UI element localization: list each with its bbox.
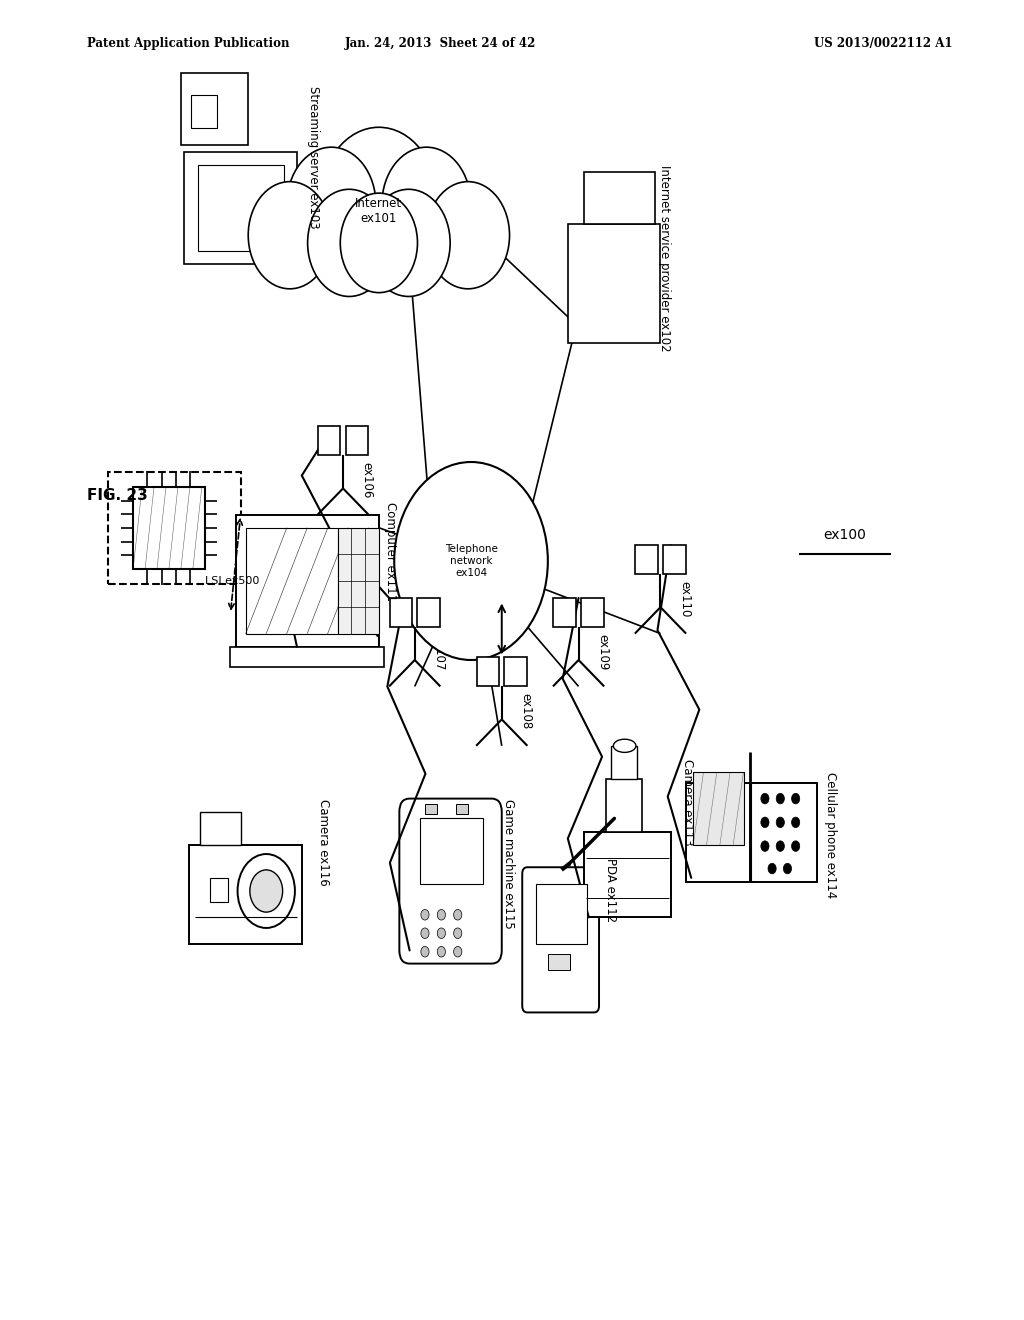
FancyBboxPatch shape <box>198 165 284 251</box>
Circle shape <box>250 870 283 912</box>
Circle shape <box>426 182 510 289</box>
FancyBboxPatch shape <box>606 779 642 832</box>
FancyBboxPatch shape <box>230 647 384 667</box>
FancyBboxPatch shape <box>108 473 241 583</box>
Circle shape <box>761 793 769 804</box>
Ellipse shape <box>613 739 636 752</box>
Text: Streaming server ex103: Streaming server ex103 <box>307 86 321 228</box>
Circle shape <box>776 793 784 804</box>
FancyBboxPatch shape <box>389 598 412 627</box>
Circle shape <box>367 189 451 297</box>
Text: US 2013/0022112 A1: US 2013/0022112 A1 <box>814 37 952 50</box>
Circle shape <box>421 928 429 939</box>
Text: Jan. 24, 2013  Sheet 24 of 42: Jan. 24, 2013 Sheet 24 of 42 <box>345 37 536 50</box>
Circle shape <box>761 817 769 828</box>
Text: ex100: ex100 <box>823 528 866 541</box>
Text: FIG. 23: FIG. 23 <box>87 487 147 503</box>
FancyBboxPatch shape <box>504 657 526 686</box>
Text: ex106: ex106 <box>360 462 374 499</box>
FancyBboxPatch shape <box>425 804 437 814</box>
Circle shape <box>287 148 376 263</box>
FancyBboxPatch shape <box>693 772 744 845</box>
Circle shape <box>340 193 418 293</box>
Text: Camera ex116: Camera ex116 <box>317 799 331 886</box>
FancyBboxPatch shape <box>184 152 297 264</box>
FancyBboxPatch shape <box>200 812 241 845</box>
Text: Patent Application Publication: Patent Application Publication <box>87 37 290 50</box>
FancyBboxPatch shape <box>686 783 750 882</box>
Text: ex108: ex108 <box>519 693 532 729</box>
Text: Internet service provider ex102: Internet service provider ex102 <box>657 165 671 351</box>
FancyBboxPatch shape <box>418 598 440 627</box>
Circle shape <box>437 909 445 920</box>
Circle shape <box>382 148 471 263</box>
Circle shape <box>307 189 391 297</box>
Circle shape <box>238 854 295 928</box>
FancyBboxPatch shape <box>338 528 379 634</box>
FancyBboxPatch shape <box>456 804 468 814</box>
Circle shape <box>421 946 429 957</box>
FancyBboxPatch shape <box>635 545 658 574</box>
Text: Computer ex111: Computer ex111 <box>384 502 397 601</box>
FancyBboxPatch shape <box>568 224 660 343</box>
FancyBboxPatch shape <box>751 783 817 882</box>
FancyBboxPatch shape <box>189 845 302 944</box>
Circle shape <box>776 817 784 828</box>
FancyBboxPatch shape <box>346 426 369 455</box>
FancyBboxPatch shape <box>553 598 575 627</box>
Circle shape <box>248 182 332 289</box>
Circle shape <box>792 841 800 851</box>
Circle shape <box>421 909 429 920</box>
Text: PDA ex112: PDA ex112 <box>604 858 617 923</box>
FancyBboxPatch shape <box>611 746 637 779</box>
FancyBboxPatch shape <box>536 884 587 944</box>
Text: LSI ex500: LSI ex500 <box>205 576 259 586</box>
FancyBboxPatch shape <box>210 878 228 902</box>
FancyBboxPatch shape <box>191 95 217 128</box>
Circle shape <box>792 817 800 828</box>
FancyBboxPatch shape <box>664 545 686 574</box>
Circle shape <box>319 127 438 280</box>
Circle shape <box>437 946 445 957</box>
Circle shape <box>454 909 462 920</box>
Text: ex110: ex110 <box>678 581 691 618</box>
FancyBboxPatch shape <box>584 832 671 917</box>
Circle shape <box>454 946 462 957</box>
Circle shape <box>394 462 548 660</box>
FancyBboxPatch shape <box>399 799 502 964</box>
FancyBboxPatch shape <box>522 867 599 1012</box>
Circle shape <box>792 793 800 804</box>
Text: Game machine ex115: Game machine ex115 <box>502 799 515 928</box>
FancyBboxPatch shape <box>133 487 205 569</box>
Text: Telephone
network
ex104: Telephone network ex104 <box>444 544 498 578</box>
FancyBboxPatch shape <box>584 172 655 224</box>
FancyBboxPatch shape <box>548 954 570 970</box>
FancyBboxPatch shape <box>181 73 248 145</box>
Text: Camera ex113: Camera ex113 <box>681 759 694 846</box>
Circle shape <box>776 841 784 851</box>
FancyBboxPatch shape <box>236 515 379 647</box>
Circle shape <box>761 841 769 851</box>
Circle shape <box>768 863 776 874</box>
Text: ex107: ex107 <box>432 634 445 671</box>
Text: Internet
ex101: Internet ex101 <box>355 197 402 226</box>
FancyBboxPatch shape <box>476 657 500 686</box>
Circle shape <box>783 863 792 874</box>
FancyBboxPatch shape <box>317 426 340 455</box>
FancyBboxPatch shape <box>246 528 338 634</box>
FancyBboxPatch shape <box>420 818 483 884</box>
Circle shape <box>454 928 462 939</box>
Text: Cellular phone ex114: Cellular phone ex114 <box>824 772 838 899</box>
Circle shape <box>437 928 445 939</box>
FancyBboxPatch shape <box>581 598 603 627</box>
Text: ex109: ex109 <box>596 634 609 671</box>
